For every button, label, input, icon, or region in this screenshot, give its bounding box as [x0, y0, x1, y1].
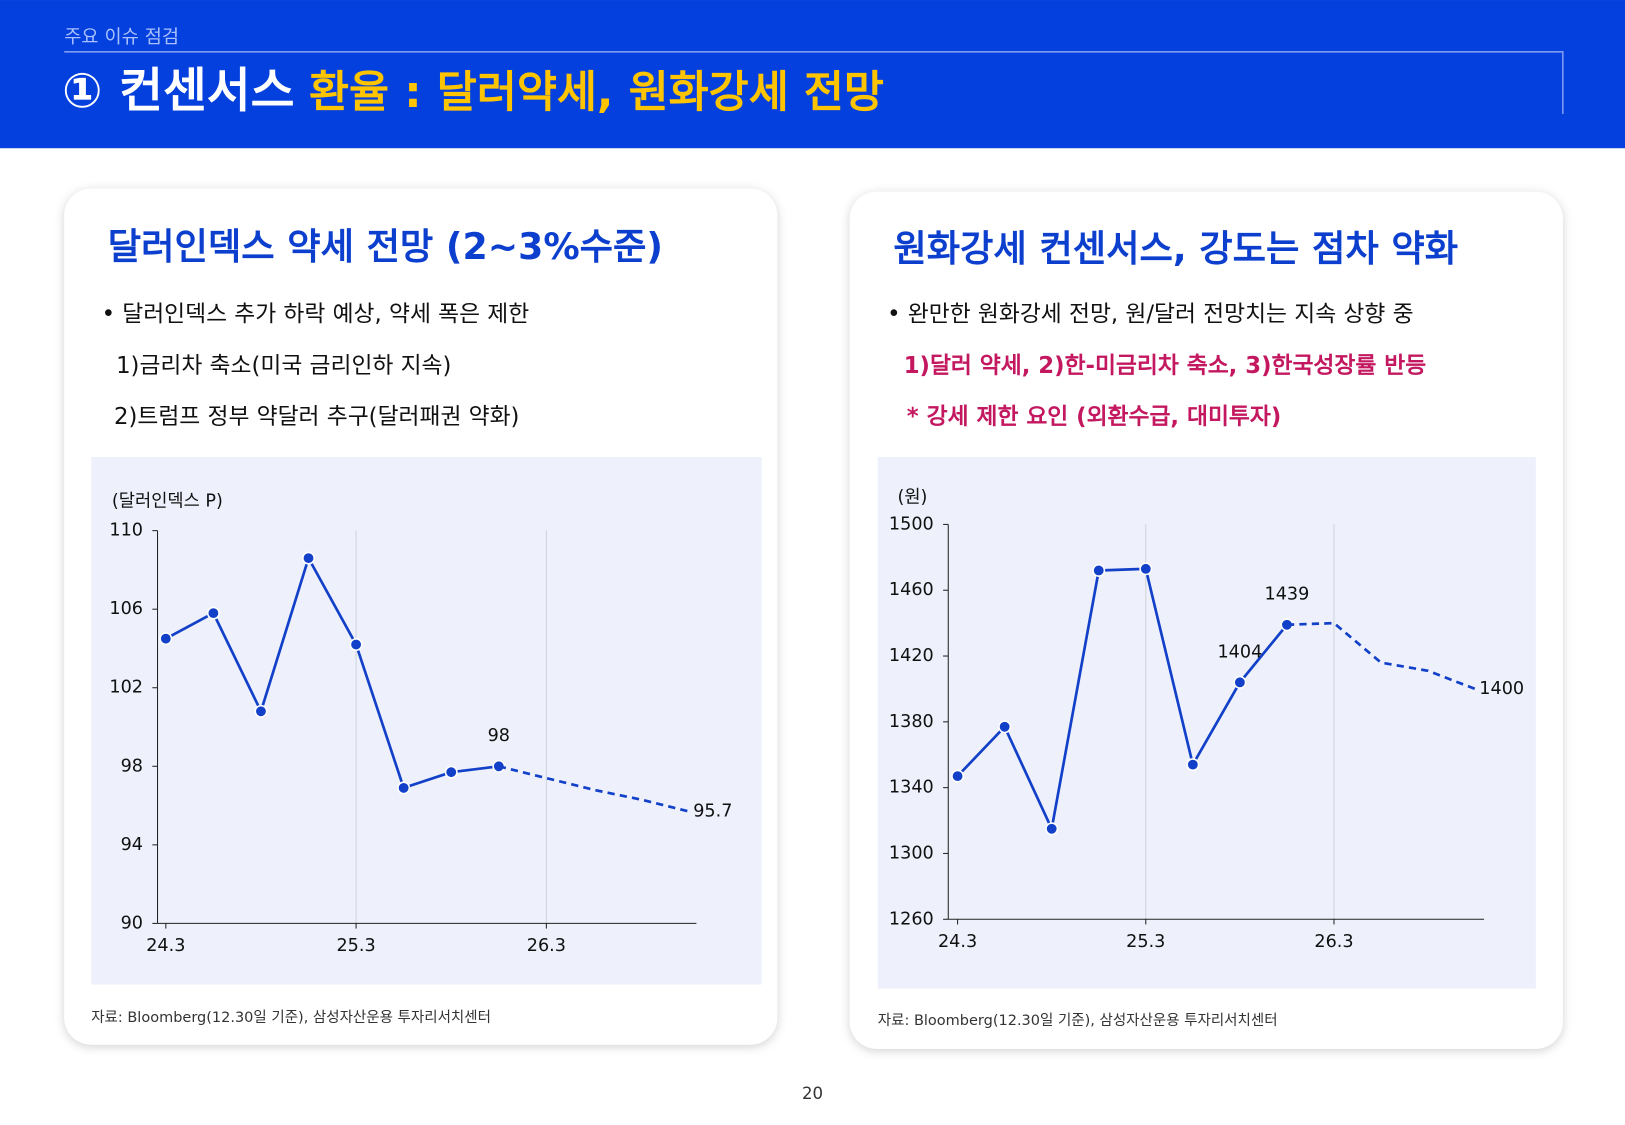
y-tick-label: 1340 [889, 778, 934, 798]
y-tick-label: 1380 [889, 712, 934, 732]
x-tick-label: 26.3 [1314, 932, 1353, 952]
y-tick-label: 90 [121, 913, 143, 933]
panel-heading: 달러인덱스 약세 전망 (2~3%수준) [108, 225, 663, 268]
y-axis-label: (원) [897, 487, 927, 507]
x-tick-label: 25.3 [1126, 932, 1165, 952]
y-tick-label: 1300 [889, 843, 934, 863]
data-label: 1400 [1479, 679, 1524, 699]
section-label: 주요 이슈 점검 [64, 27, 179, 48]
data-point [397, 781, 411, 795]
data-line [1286, 621, 1476, 691]
bullet-line: 1)달러 약세, 2)한-미금리차 축소, 3)한국성장률 반등 [904, 353, 1427, 379]
y-tick-label: 102 [109, 678, 143, 698]
data-point [1045, 822, 1059, 836]
data-point [1186, 758, 1200, 772]
x-tick-label: 24.3 [146, 936, 185, 956]
source-note: 자료: Bloomberg(12.30일 기준), 삼성자산운용 투자리서치센터 [878, 1012, 1278, 1029]
bullet-line: 1)금리차 축소(미국 금리인하 지속) [116, 353, 451, 379]
data-line [498, 764, 690, 813]
header-rule [64, 51, 1564, 115]
y-tick-label: 1420 [889, 646, 934, 666]
x-tick-label: 25.3 [336, 936, 375, 956]
data-point [159, 632, 173, 646]
data-label: 1404 [1217, 642, 1262, 662]
data-point [254, 704, 268, 718]
data-point [349, 638, 363, 652]
y-tick-label: 106 [109, 599, 143, 619]
y-tick-label: 1460 [889, 580, 934, 600]
data-point [1092, 564, 1106, 577]
page-number: 20 [802, 1084, 823, 1103]
data-label: 95.7 [693, 801, 732, 821]
header-band [0, 0, 1625, 149]
y-tick-label: 1500 [889, 514, 934, 534]
x-tick-label: 24.3 [938, 932, 977, 952]
title-main: 환율 : 달러약세, 원화강세 전망 [309, 68, 884, 118]
source-note: 자료: Bloomberg(12.30일 기준), 삼성자산운용 투자리서치센터 [91, 1009, 491, 1026]
y-tick-label: 110 [109, 521, 143, 541]
data-label: 1439 [1265, 585, 1310, 605]
y-axis-label: (달러인덱스 P) [112, 492, 223, 512]
bullet-line: * 강세 제한 요인 (외환수급, 대미투자) [907, 404, 1281, 430]
data-point [302, 551, 315, 565]
data-point [998, 720, 1012, 734]
slide-title: ① 컨센서스 환율 : 달러약세, 원화강세 전망 [62, 64, 884, 119]
data-line [165, 556, 499, 790]
chart-area [877, 457, 1536, 989]
y-tick-label: 98 [121, 756, 143, 776]
data-point [444, 765, 458, 779]
data-label: 98 [488, 726, 510, 746]
bullet-line: 2)트럼프 정부 약달러 추구(달러패권 약화) [114, 404, 519, 430]
chart-area [91, 457, 762, 985]
data-line [956, 567, 1288, 831]
panel-heading: 원화강세 컨센서스, 강도는 점차 약화 [893, 227, 1458, 270]
data-point [1233, 675, 1247, 689]
title-lead: ① 컨센서스 [62, 64, 294, 119]
y-tick-label: 94 [121, 835, 143, 855]
data-point [951, 769, 965, 783]
data-point [1139, 562, 1153, 576]
y-tick-label: 1260 [889, 909, 934, 929]
data-point [206, 606, 220, 620]
x-tick-label: 26.3 [527, 936, 566, 956]
bullet-line: • 완만한 원화강세 전망, 원/달러 전망치는 지속 상향 중 [887, 301, 1413, 327]
bullet-line: • 달러인덱스 추가 하락 예상, 약세 폭은 제한 [102, 301, 530, 327]
